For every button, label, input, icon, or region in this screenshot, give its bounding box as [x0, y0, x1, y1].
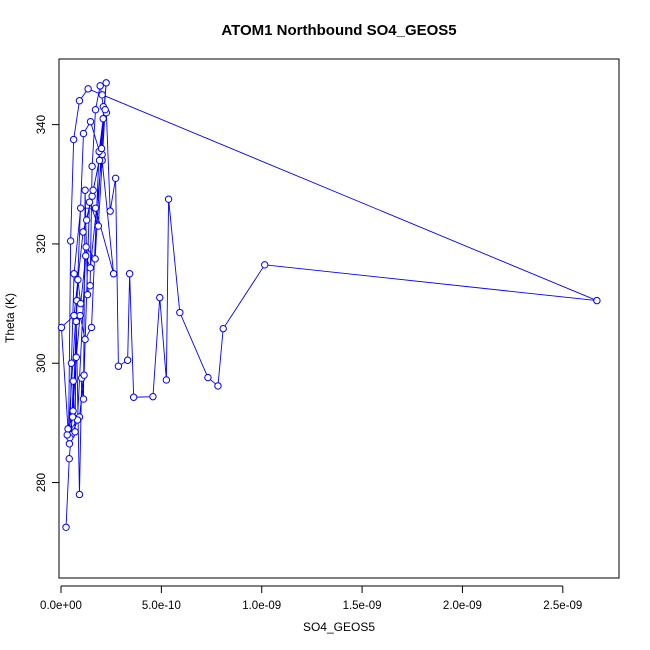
data-point [83, 290, 92, 299]
data-point [70, 270, 78, 278]
data-point [76, 204, 85, 212]
data-point [71, 428, 79, 436]
y-axis-label: Theta (K) [3, 293, 17, 343]
data-point [98, 91, 106, 99]
data-point [123, 356, 132, 364]
data-point [82, 243, 90, 251]
data-point [76, 299, 85, 308]
data-point [89, 186, 97, 194]
data-point [79, 395, 88, 403]
data-point [102, 79, 110, 87]
data-point [75, 97, 84, 105]
data-point [87, 323, 96, 332]
data-point [86, 281, 94, 290]
data-point [88, 192, 96, 200]
data-point [66, 237, 75, 245]
data-point [91, 106, 100, 114]
data-point [74, 276, 82, 284]
data-point [70, 311, 78, 320]
y-axis: 280 300 320 340 [36, 115, 60, 492]
data-point [109, 270, 118, 278]
series-line [60, 82, 598, 528]
data-point [114, 362, 123, 370]
data-point [106, 207, 114, 215]
data-point [79, 129, 88, 138]
data-point [67, 359, 76, 367]
x-tick-label: 1.5e-09 [343, 600, 382, 612]
data-point [214, 382, 222, 390]
series-layer [57, 79, 601, 531]
data-point [261, 261, 269, 269]
x-tick-label: 1.0e-09 [242, 600, 281, 612]
data-point [69, 377, 77, 385]
data-point [94, 222, 103, 230]
y-tick-label: 280 [36, 473, 48, 492]
data-point [76, 311, 84, 320]
data-point [125, 270, 134, 278]
data-point [99, 114, 107, 123]
data-point [219, 324, 227, 333]
data-point [64, 425, 72, 433]
data-point [97, 144, 106, 153]
data-point [79, 228, 87, 236]
data-point [81, 335, 89, 344]
data-point [129, 393, 138, 401]
data-point [68, 413, 77, 421]
data-point [62, 523, 70, 531]
data-point [57, 323, 66, 332]
y-tick-label: 320 [36, 234, 48, 253]
data-point [81, 186, 89, 194]
data-point [65, 454, 73, 463]
data-point [91, 204, 100, 212]
data-point [69, 135, 78, 144]
data-point [111, 174, 120, 183]
data-point [72, 317, 80, 326]
y-tick-label: 300 [36, 354, 48, 373]
data-point [91, 255, 99, 263]
data-point [63, 431, 71, 439]
data-point [85, 198, 94, 206]
data-point [164, 195, 173, 203]
data-point [83, 216, 91, 224]
data-point [65, 440, 74, 448]
data-point [101, 106, 109, 114]
data-point [86, 117, 95, 126]
data-point [82, 252, 90, 260]
data-point [593, 296, 601, 305]
x-axis: 0.0e+00 5.0e-10 1.0e-09 1.5e-09 2.0e-09 2.5e-… [40, 585, 582, 612]
data-point [95, 156, 104, 165]
x-tick-label: 2.5e-09 [543, 600, 582, 612]
data-point [156, 293, 164, 302]
data-point [96, 82, 104, 90]
x-tick-label: 2.0e-09 [443, 600, 482, 612]
data-point [75, 490, 84, 499]
x-tick-label: 5.0e-10 [142, 600, 181, 612]
data-point [86, 264, 95, 272]
data-point [69, 407, 77, 415]
x-axis-label: SO4_GEOS5 [303, 620, 375, 634]
data-point [162, 376, 171, 384]
data-point [204, 373, 212, 382]
data-point [149, 392, 157, 401]
data-point [72, 353, 80, 361]
chart-title: ATOM1 Northbound SO4_GEOS5 [221, 22, 456, 39]
y-tick-label: 340 [36, 115, 48, 134]
data-point [176, 308, 184, 317]
data-point [80, 371, 88, 379]
data-point [84, 85, 92, 93]
x-tick-label: 0.0e+00 [40, 600, 82, 612]
data-point [88, 162, 96, 171]
